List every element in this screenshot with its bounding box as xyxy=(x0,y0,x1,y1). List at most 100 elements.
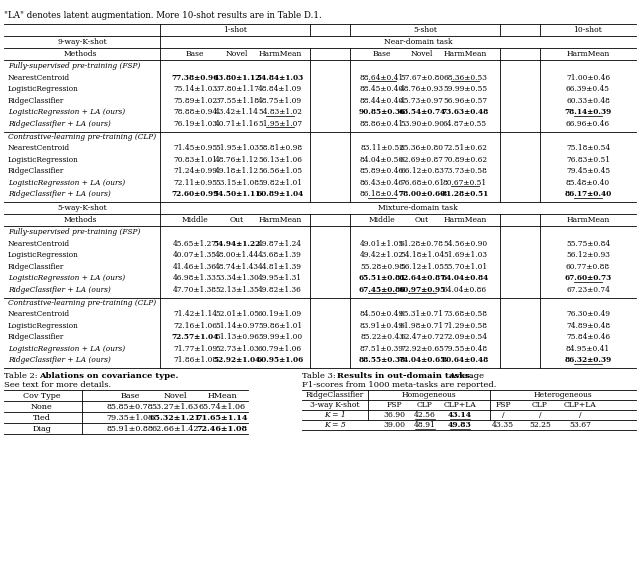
Text: Fully-supervised pre-training (FSP): Fully-supervised pre-training (FSP) xyxy=(8,62,140,70)
Text: 49.83: 49.83 xyxy=(448,421,472,429)
Text: 41.46±1.36: 41.46±1.36 xyxy=(173,263,217,270)
Text: 9-way-K-shot: 9-way-K-shot xyxy=(57,38,107,46)
Text: RidgeClassifier + LA (ours): RidgeClassifier + LA (ours) xyxy=(8,286,111,293)
Text: 68.36±0.53: 68.36±0.53 xyxy=(443,73,487,81)
Text: 48.76±0.93: 48.76±0.93 xyxy=(400,85,444,93)
Text: 37.80±1.17: 37.80±1.17 xyxy=(215,85,259,93)
Text: Homogeneous: Homogeneous xyxy=(402,391,456,399)
Text: LogisticRegression: LogisticRegression xyxy=(8,155,79,164)
Text: 64.04±0.86: 64.04±0.86 xyxy=(443,286,487,293)
Text: 59.86±1.01: 59.86±1.01 xyxy=(258,321,302,330)
Text: Contrastive-learning pre-training (CLP): Contrastive-learning pre-training (CLP) xyxy=(8,298,156,307)
Text: RidgeClassifier: RidgeClassifier xyxy=(306,391,364,399)
Text: K = 1: K = 1 xyxy=(324,411,346,419)
Text: 54.84±1.03: 54.84±1.03 xyxy=(257,73,303,81)
Text: K = 5: K = 5 xyxy=(324,421,346,429)
Text: 37.55±1.18: 37.55±1.18 xyxy=(215,96,259,104)
Text: 52.73±1.03: 52.73±1.03 xyxy=(215,344,259,353)
Text: HMean: HMean xyxy=(207,392,237,399)
Text: 51.13±0.96: 51.13±0.96 xyxy=(215,333,259,341)
Text: 66.12±0.83: 66.12±0.83 xyxy=(400,167,444,175)
Text: F1-scores from 1000 meta-tasks are reported.: F1-scores from 1000 meta-tasks are repor… xyxy=(302,381,497,389)
Text: 73.63±0.48: 73.63±0.48 xyxy=(442,108,488,116)
Text: 55.28±0.98: 55.28±0.98 xyxy=(360,263,404,270)
Text: 73.68±0.58: 73.68±0.58 xyxy=(443,310,487,318)
Text: Methods: Methods xyxy=(63,50,97,58)
Text: 80.67±0.51: 80.67±0.51 xyxy=(443,178,487,187)
Text: FSP: FSP xyxy=(386,401,402,409)
Text: 56.96±0.57: 56.96±0.57 xyxy=(443,96,487,104)
Text: HarmMean: HarmMean xyxy=(259,216,301,224)
Text: 61.98±0.71: 61.98±0.71 xyxy=(400,321,444,330)
Text: 78.88±0.94: 78.88±0.94 xyxy=(173,108,217,116)
Text: 54.94±1.22: 54.94±1.22 xyxy=(213,240,260,247)
Text: 71.45±0.95: 71.45±0.95 xyxy=(173,144,217,152)
Text: Cov Type: Cov Type xyxy=(23,392,61,399)
Text: 48.75±1.09: 48.75±1.09 xyxy=(258,96,302,104)
Text: Novel: Novel xyxy=(411,50,433,58)
Text: 43.14: 43.14 xyxy=(448,411,472,419)
Text: 74.04±0.65: 74.04±0.65 xyxy=(398,356,445,364)
Text: Out: Out xyxy=(230,216,244,224)
Text: 49.42±1.02: 49.42±1.02 xyxy=(360,251,404,259)
Text: 85.48±0.40: 85.48±0.40 xyxy=(566,178,610,187)
Text: 60.33±0.48: 60.33±0.48 xyxy=(566,96,610,104)
Text: CLP: CLP xyxy=(417,401,433,409)
Text: 71.24±0.99: 71.24±0.99 xyxy=(173,167,217,175)
Text: LogisticRegression: LogisticRegression xyxy=(8,321,79,330)
Text: 51.95±1.07: 51.95±1.07 xyxy=(258,119,302,127)
Text: LogisticRegression + LA (ours): LogisticRegression + LA (ours) xyxy=(8,274,125,282)
Text: 73.73±0.58: 73.73±0.58 xyxy=(443,167,487,175)
Text: 88.86±0.41: 88.86±0.41 xyxy=(360,119,404,127)
Text: Out: Out xyxy=(415,216,429,224)
Text: 75.89±1.02: 75.89±1.02 xyxy=(173,96,217,104)
Text: 10-shot: 10-shot xyxy=(573,26,602,34)
Text: 72.92±0.65: 72.92±0.65 xyxy=(400,344,444,353)
Text: 84.50±0.49: 84.50±0.49 xyxy=(360,310,404,318)
Text: 54.50±1.11: 54.50±1.11 xyxy=(213,190,260,198)
Text: RidgeClassifier + LA (ours): RidgeClassifier + LA (ours) xyxy=(8,356,111,364)
Text: 65.36±0.80: 65.36±0.80 xyxy=(400,144,444,152)
Text: 60.19±1.09: 60.19±1.09 xyxy=(258,310,302,318)
Text: 70.89±0.62: 70.89±0.62 xyxy=(443,155,487,164)
Text: 81.28±0.51: 81.28±0.51 xyxy=(442,190,488,198)
Text: 65.51±0.81: 65.51±0.81 xyxy=(358,274,406,282)
Text: 64.87±0.55: 64.87±0.55 xyxy=(443,119,487,127)
Text: 62.69±0.87: 62.69±0.87 xyxy=(400,155,444,164)
Text: CLP+LA: CLP+LA xyxy=(444,401,476,409)
Text: 72.46±1.08: 72.46±1.08 xyxy=(196,425,248,433)
Text: 72.51±0.62: 72.51±0.62 xyxy=(443,144,487,152)
Text: /: / xyxy=(539,411,541,419)
Text: 78.14±0.39: 78.14±0.39 xyxy=(564,108,612,116)
Text: 72.11±0.95: 72.11±0.95 xyxy=(173,178,217,187)
Text: Base: Base xyxy=(372,50,391,58)
Text: 45.65±1.27: 45.65±1.27 xyxy=(173,240,217,247)
Text: 59.99±0.55: 59.99±0.55 xyxy=(443,85,487,93)
Text: 62.64±0.87: 62.64±0.87 xyxy=(398,274,445,282)
Text: 47.70±1.38: 47.70±1.38 xyxy=(173,286,217,293)
Text: LogisticRegression: LogisticRegression xyxy=(8,85,79,93)
Text: 72.09±0.54: 72.09±0.54 xyxy=(443,333,487,341)
Text: 71.00±0.46: 71.00±0.46 xyxy=(566,73,610,81)
Text: 88.64±0.41: 88.64±0.41 xyxy=(360,73,404,81)
Text: 49.18±1.12: 49.18±1.12 xyxy=(215,167,259,175)
Text: LogisticRegression: LogisticRegression xyxy=(8,251,79,259)
Text: 84.04±0.50: 84.04±0.50 xyxy=(360,155,404,164)
Text: Contrastive-learning pre-training (CLP): Contrastive-learning pre-training (CLP) xyxy=(8,132,156,141)
Text: 5-shot: 5-shot xyxy=(413,26,437,34)
Text: LogisticRegression + LA (ours): LogisticRegression + LA (ours) xyxy=(8,344,125,353)
Text: 87.51±0.39: 87.51±0.39 xyxy=(360,344,404,353)
Text: NearestCentroid: NearestCentroid xyxy=(8,73,70,81)
Text: 1-shot: 1-shot xyxy=(223,26,247,34)
Text: LogisticRegression + LA (ours): LogisticRegression + LA (ours) xyxy=(8,178,125,187)
Text: 75.14±1.03: 75.14±1.03 xyxy=(173,85,217,93)
Text: NearestCentroid: NearestCentroid xyxy=(8,144,70,152)
Text: NearestCentroid: NearestCentroid xyxy=(8,310,70,318)
Text: HarmMean: HarmMean xyxy=(259,50,301,58)
Text: 67.45±0.80: 67.45±0.80 xyxy=(358,286,406,293)
Text: HarmMean: HarmMean xyxy=(444,216,486,224)
Text: 48.76±1.12: 48.76±1.12 xyxy=(215,155,259,164)
Text: 90.85±0.36: 90.85±0.36 xyxy=(358,108,406,116)
Text: 42.56: 42.56 xyxy=(414,411,436,419)
Text: 62.47±0.72: 62.47±0.72 xyxy=(400,333,444,341)
